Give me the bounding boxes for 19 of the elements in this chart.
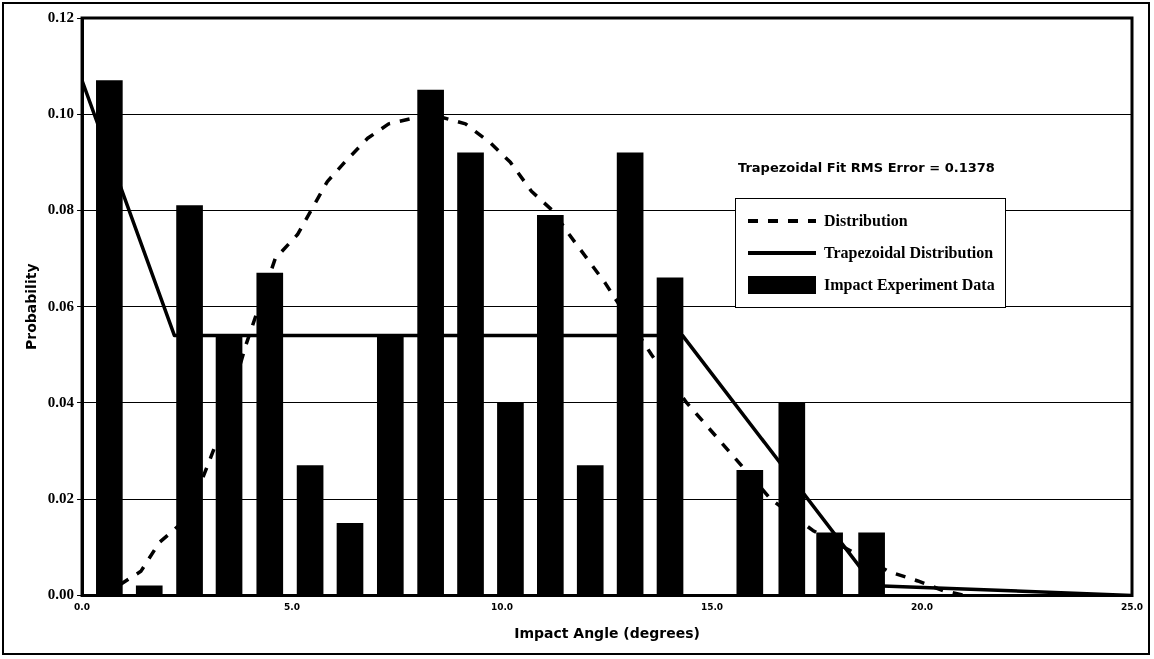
x-tick-label: 0.0 (74, 602, 91, 613)
annotation: Trapezoidal Fit RMS Error = 0.1378 (738, 160, 995, 175)
y-tick-label: 0.12 (47, 8, 75, 25)
legend-label: Trapezoidal Distribution (824, 244, 994, 262)
legend-label: Distribution (824, 212, 908, 230)
x-tick-label: 20.0 (910, 602, 934, 613)
y-tick-label: 0.08 (47, 201, 75, 218)
y-tick-label: 0.04 (47, 393, 75, 410)
y-tick-label: 0.00 (47, 586, 75, 603)
y-tick-label: 0.10 (47, 105, 75, 122)
x-tick-label: 5.0 (284, 602, 301, 613)
legend-label: Impact Experiment Data (824, 276, 995, 294)
y-tick-label: 0.02 (47, 490, 75, 507)
x-axis-title: Impact Angle (degrees) (514, 625, 700, 642)
x-tick-label: 10.0 (490, 602, 514, 613)
y-tick-label: 0.06 (47, 297, 75, 314)
x-tick-label: 15.0 (700, 602, 724, 613)
y-axis-title: Probability (23, 263, 40, 350)
x-tick-label: 25.0 (1120, 602, 1144, 613)
